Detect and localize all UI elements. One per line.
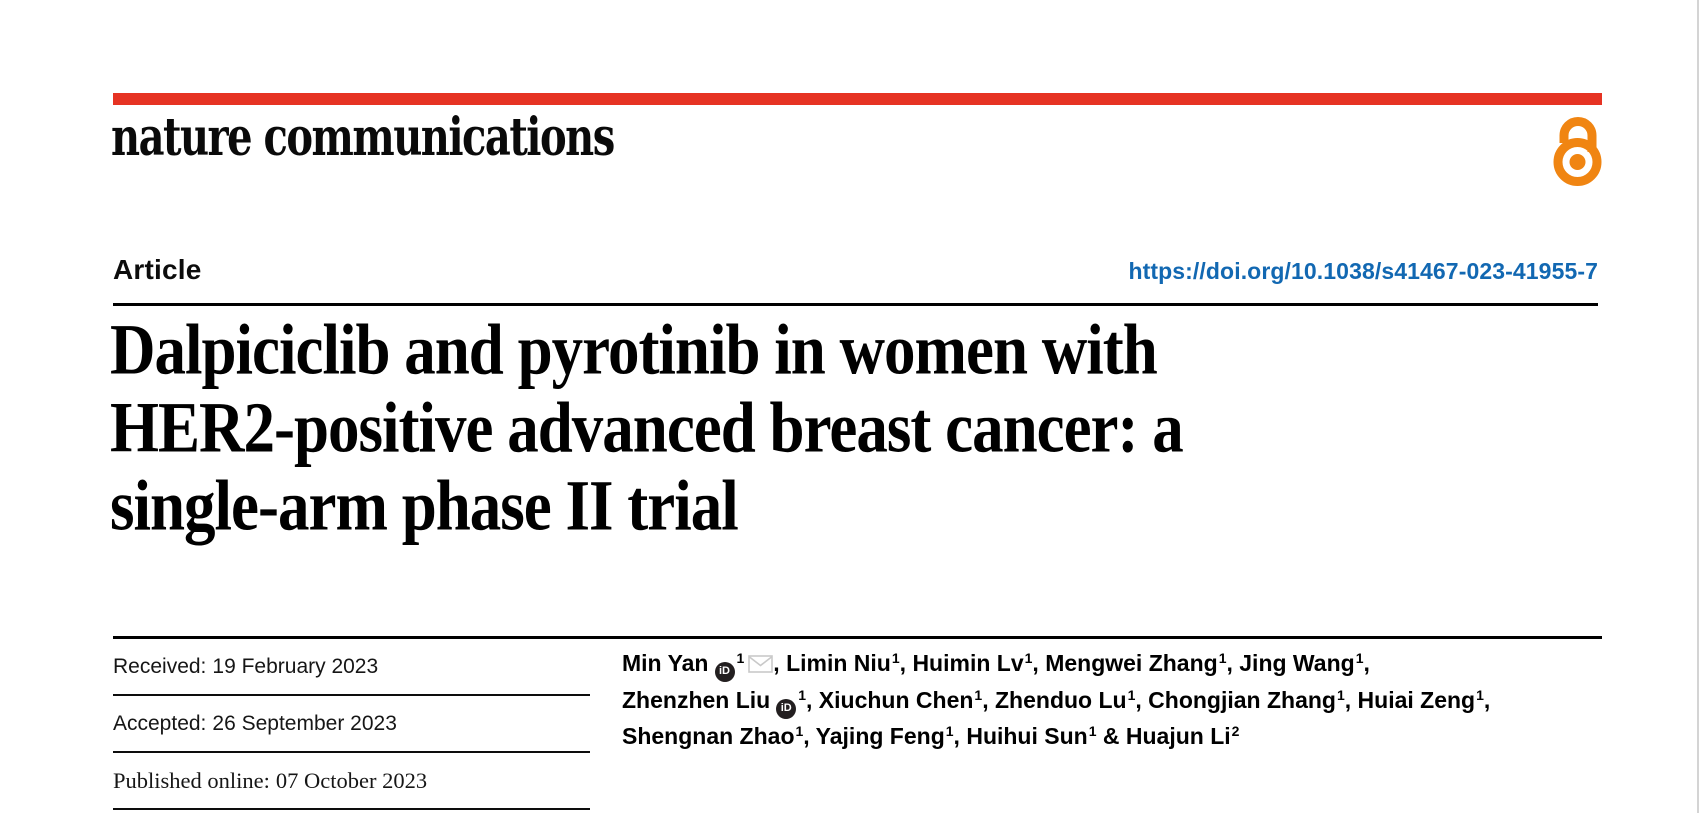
doi-link[interactable]: https://doi.org/10.1038/s41467-023-41955…: [1128, 258, 1598, 284]
author-name: Huiai Zeng: [1357, 687, 1476, 713]
title-line: Dalpiciclib and pyrotinib in women with: [110, 308, 1158, 390]
author-name: Jing Wang: [1239, 650, 1355, 676]
article-header-row: Article https://doi.org/10.1038/s41467-0…: [113, 254, 1598, 286]
author-name: Shengnan Zhao: [622, 722, 795, 749]
author-name: Huihui Sun: [966, 722, 1088, 749]
orcid-icon[interactable]: iD: [714, 661, 735, 682]
affiliation-superscript: 2: [1231, 722, 1240, 739]
date-row-published: Published online: 07 October 2023: [113, 753, 590, 810]
affiliation-superscript: 1: [1088, 722, 1097, 739]
affiliation-superscript: 1: [736, 650, 745, 666]
title-line: HER2-positive advanced breast cancer: a: [110, 387, 1184, 468]
date-value: 07 October 2023: [275, 767, 428, 793]
affiliation-superscript: 1: [1476, 687, 1484, 703]
author-name: Zhenduo Lu: [995, 687, 1127, 713]
title-line: single-arm phase II trial: [110, 465, 739, 546]
author-line: Min Yan iD1, Limin Niu1, Huimin Lv1, Meng…: [622, 646, 1622, 683]
journal-logo: nature communications: [111, 106, 615, 169]
article-type-label: Article: [113, 254, 202, 285]
article-dates: Received: 19 February 2023 Accepted: 26 …: [113, 639, 590, 810]
body-divider-rule: [113, 636, 1602, 639]
affiliation-superscript: 1: [1218, 650, 1227, 666]
date-value: 19 February 2023: [212, 654, 379, 678]
article-title: Dalpiciclib and pyrotinib in women with …: [110, 310, 1590, 545]
affiliation-superscript: 1: [974, 687, 983, 703]
date-label: Received:: [113, 654, 207, 678]
author-name: Limin Niu: [786, 650, 891, 676]
affiliation-superscript: 1: [1355, 650, 1364, 666]
header-divider-rule: [113, 303, 1598, 306]
brand-red-rule: [113, 93, 1602, 105]
author-name: Huajun Li: [1125, 722, 1231, 749]
date-value: 26 September 2023: [212, 711, 397, 735]
author-name: Zhenzhen Liu: [622, 687, 771, 713]
author-line: Shengnan Zhao1, Yajing Feng1, Huihui Sun…: [622, 722, 1240, 749]
page-edge-line: [1697, 0, 1699, 813]
date-label: Accepted:: [113, 711, 207, 735]
affiliation-superscript: 1: [891, 650, 900, 666]
affiliation-superscript: 1: [795, 722, 804, 739]
author-lines: Min Yan iD1, Limin Niu1, Huimin Lv1, Meng…: [622, 646, 1622, 754]
author-name: Mengwei Zhang: [1045, 650, 1218, 676]
author-name: Huimin Lv: [912, 650, 1024, 676]
affiliation-superscript: 1: [1127, 687, 1136, 703]
affiliation-superscript: 1: [1024, 650, 1033, 666]
author-name: Xiuchun Chen: [818, 687, 974, 713]
open-access-icon: [1553, 117, 1602, 186]
orcid-icon[interactable]: iD: [776, 698, 797, 719]
affiliation-superscript: 1: [945, 722, 954, 739]
affiliation-superscript: 1: [1336, 687, 1345, 703]
date-row-accepted: Accepted: 26 September 2023: [113, 696, 590, 753]
author-name: Min Yan: [622, 650, 709, 676]
affiliation-superscript: 1: [798, 687, 807, 703]
author-name: Chongjian Zhang: [1148, 687, 1336, 713]
author-name: Yajing Feng: [815, 722, 945, 749]
email-icon[interactable]: [748, 648, 774, 683]
date-label: Published online:: [113, 767, 270, 793]
author-line: Zhenzhen Liu iD1, Xiuchun Chen1, Zhenduo …: [622, 683, 1622, 719]
date-row-received: Received: 19 February 2023: [113, 639, 590, 696]
